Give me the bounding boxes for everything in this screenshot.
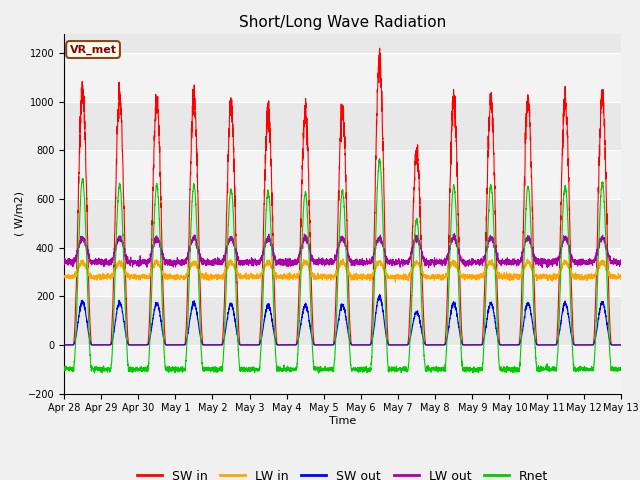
LW in xyxy=(160,273,168,279)
SW out xyxy=(467,342,475,348)
Rnet xyxy=(322,367,330,372)
Rnet xyxy=(616,367,624,373)
LW out xyxy=(160,255,168,261)
SW in xyxy=(322,342,330,348)
Bar xyxy=(64,345,621,394)
LW out xyxy=(322,260,330,265)
Bar xyxy=(64,248,621,296)
SW in xyxy=(376,45,383,51)
Line: SW out: SW out xyxy=(64,295,621,345)
LW out xyxy=(425,265,433,271)
SW out xyxy=(322,342,330,348)
LW out xyxy=(468,259,476,265)
SW out xyxy=(616,342,624,348)
LW out xyxy=(499,258,507,264)
LW in xyxy=(499,273,507,279)
LW in xyxy=(60,274,68,279)
Line: LW in: LW in xyxy=(64,259,621,282)
SW out xyxy=(436,342,444,348)
Rnet xyxy=(160,346,168,352)
Rnet xyxy=(617,367,625,372)
Rnet xyxy=(376,156,383,161)
Bar xyxy=(64,53,621,102)
SW out xyxy=(60,342,68,348)
LW out xyxy=(616,258,624,264)
SW in xyxy=(499,342,507,348)
SW in xyxy=(617,342,625,348)
SW out xyxy=(499,342,507,348)
SW out xyxy=(160,338,168,344)
Rnet xyxy=(436,367,444,373)
Bar xyxy=(64,150,621,199)
LW out xyxy=(451,230,458,236)
Title: Short/Long Wave Radiation: Short/Long Wave Radiation xyxy=(239,15,446,30)
SW in xyxy=(436,342,444,348)
LW in xyxy=(392,279,399,285)
LW in xyxy=(617,273,625,279)
X-axis label: Time: Time xyxy=(329,416,356,426)
LW in xyxy=(616,273,624,278)
SW in xyxy=(467,342,475,348)
Line: Rnet: Rnet xyxy=(64,158,621,373)
SW out xyxy=(617,342,625,348)
Line: LW out: LW out xyxy=(64,233,621,268)
LW out xyxy=(617,257,625,263)
Line: SW in: SW in xyxy=(64,48,621,345)
SW in xyxy=(160,317,168,323)
SW in xyxy=(616,342,624,348)
Text: VR_met: VR_met xyxy=(70,44,116,55)
LW in xyxy=(436,274,444,280)
Legend: SW in, LW in, SW out, LW out, Rnet: SW in, LW in, SW out, LW out, Rnet xyxy=(132,465,553,480)
LW in xyxy=(339,256,347,262)
LW in xyxy=(468,272,476,278)
LW out xyxy=(436,259,444,265)
Rnet xyxy=(60,367,68,373)
Y-axis label: ( W/m2): ( W/m2) xyxy=(15,191,25,236)
SW out xyxy=(376,292,383,298)
Rnet xyxy=(468,367,476,372)
Rnet xyxy=(499,366,507,372)
Rnet xyxy=(315,370,323,376)
SW in xyxy=(60,342,68,348)
LW out xyxy=(60,259,68,265)
LW in xyxy=(322,274,330,279)
